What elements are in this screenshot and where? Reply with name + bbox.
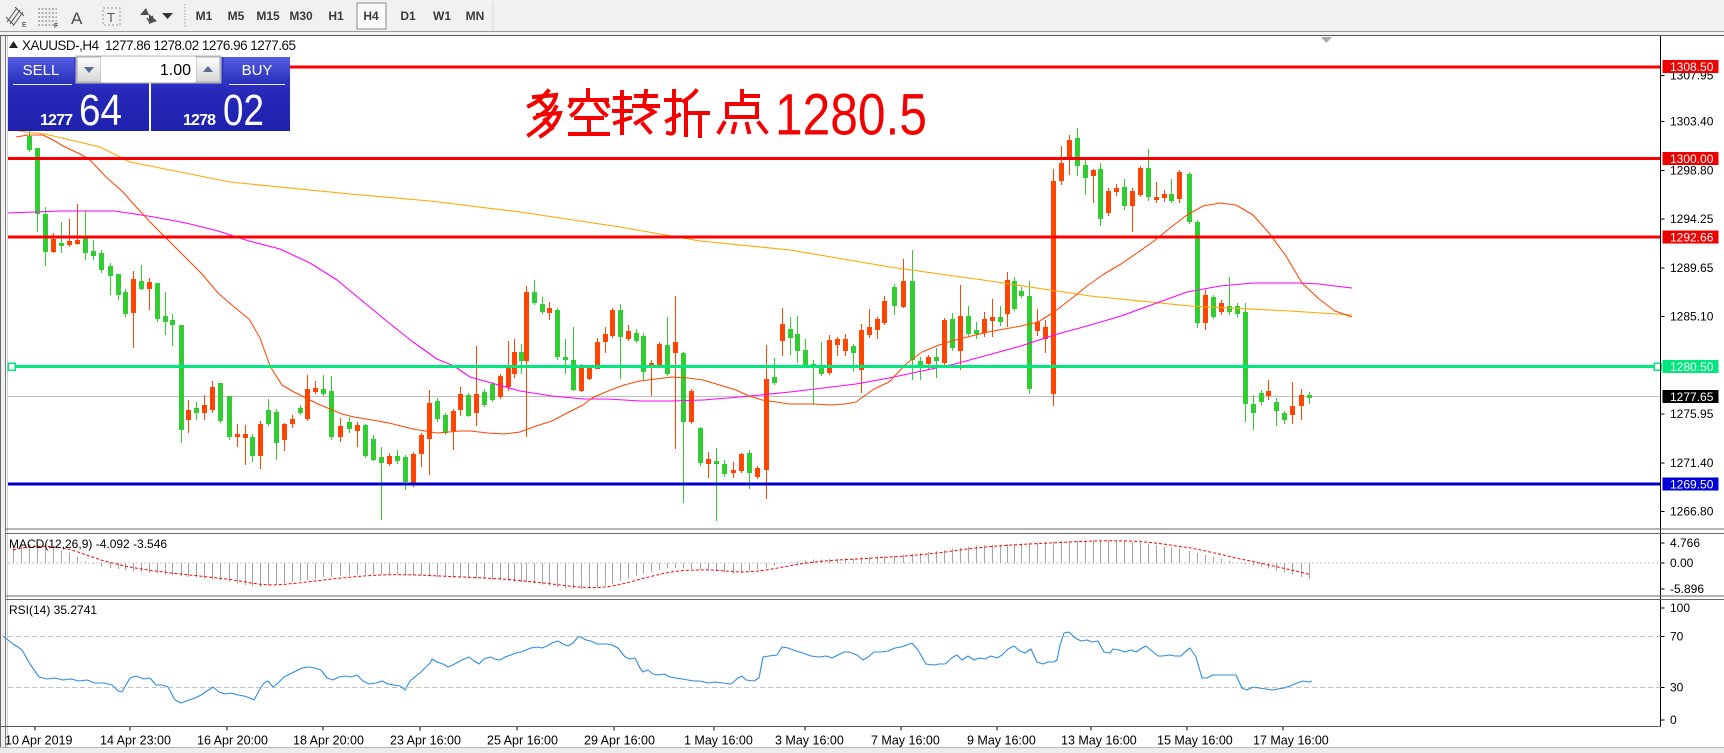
svg-text:10 Apr 2019: 10 Apr 2019 [5,734,72,748]
svg-text:1266.80: 1266.80 [1670,505,1714,519]
svg-text:M30: M30 [289,9,313,23]
svg-text:1 May 16:00: 1 May 16:00 [684,734,753,748]
svg-text:1280.5: 1280.5 [775,83,927,148]
svg-text:H4: H4 [363,9,379,23]
svg-text:F: F [54,23,58,30]
svg-text:1271.40: 1271.40 [1670,456,1714,470]
svg-text:MN: MN [466,9,485,23]
svg-text:30: 30 [1670,681,1684,695]
svg-text:1292.66: 1292.66 [1670,231,1714,245]
svg-text:0: 0 [1670,713,1677,727]
svg-text:MACD(12,26,9) -4.092 -3.546: MACD(12,26,9) -4.092 -3.546 [9,537,167,551]
svg-text:W1: W1 [433,9,451,23]
svg-text:9 May 16:00: 9 May 16:00 [967,734,1036,748]
svg-text:1303.40: 1303.40 [1670,115,1714,129]
svg-text:H1: H1 [328,9,344,23]
svg-text:XAUUSD-,H4 1277.86 1278.02 12: XAUUSD-,H4 1277.86 1278.02 1276.96 1277.… [22,38,296,53]
svg-text:RSI(14) 35.2741: RSI(14) 35.2741 [9,603,97,617]
svg-text:0.00: 0.00 [1670,556,1694,570]
svg-text:100: 100 [1670,601,1690,615]
svg-text:D1: D1 [400,9,416,23]
svg-text:1278: 1278 [183,112,216,129]
svg-text:4.766: 4.766 [1670,536,1700,550]
svg-text:16 Apr 20:00: 16 Apr 20:00 [197,734,268,748]
svg-text:BUY: BUY [242,62,273,79]
svg-text:M5: M5 [228,9,245,23]
svg-text:1294.25: 1294.25 [1670,212,1714,226]
svg-text:15 May 16:00: 15 May 16:00 [1157,734,1233,748]
svg-text:13 May 16:00: 13 May 16:00 [1061,734,1137,748]
svg-text:-5.896: -5.896 [1670,582,1704,596]
svg-text:17 May 16:00: 17 May 16:00 [1253,734,1329,748]
svg-text:E: E [22,22,27,29]
svg-text:M15: M15 [256,9,280,23]
svg-text:3 May 16:00: 3 May 16:00 [775,734,844,748]
svg-text:18 Apr 20:00: 18 Apr 20:00 [293,734,364,748]
svg-text:1275.95: 1275.95 [1670,407,1714,421]
svg-text:23 Apr 16:00: 23 Apr 16:00 [390,734,461,748]
svg-text:25 Apr 16:00: 25 Apr 16:00 [487,734,558,748]
svg-text:SELL: SELL [23,62,60,79]
svg-text:T: T [107,10,115,25]
svg-text:29 Apr 16:00: 29 Apr 16:00 [584,734,655,748]
svg-text:A: A [71,9,83,28]
svg-text:1.00: 1.00 [160,62,191,79]
svg-text:1298.80: 1298.80 [1670,164,1714,178]
svg-text:M1: M1 [196,9,213,23]
svg-text:14 Apr 23:00: 14 Apr 23:00 [100,734,171,748]
svg-text:1300.00: 1300.00 [1670,152,1714,166]
svg-text:7 May 16:00: 7 May 16:00 [871,734,940,748]
svg-text:02: 02 [223,86,264,135]
svg-text:1308.50: 1308.50 [1670,60,1714,74]
svg-text:64: 64 [79,86,122,135]
svg-text:1277.65: 1277.65 [1670,390,1714,404]
svg-text:1285.10: 1285.10 [1670,310,1714,324]
svg-text:1269.50: 1269.50 [1670,478,1714,492]
svg-text:70: 70 [1670,630,1684,644]
svg-text:1277: 1277 [40,112,73,129]
svg-text:1280.50: 1280.50 [1670,360,1714,374]
svg-text:1289.65: 1289.65 [1670,261,1714,275]
